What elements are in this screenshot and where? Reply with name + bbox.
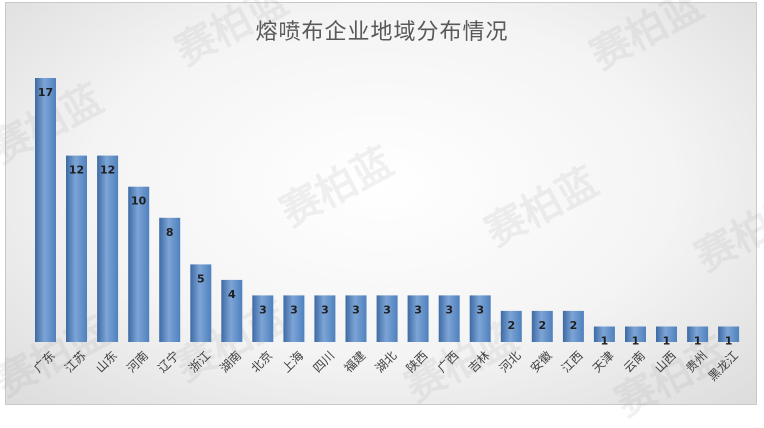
bar-陕西	[407, 295, 429, 342]
bar-四川	[314, 295, 336, 342]
x-tick-label: 安徽	[527, 348, 555, 376]
bar-chart: 17 12 12 10 8 5 4 3 3 3 3 3 3 3 3 2 2 2 1 1 1 1 1 广东 江苏 山东 河南 辽宁 浙江…	[31, 78, 741, 384]
x-tick-label: 湖北	[372, 348, 400, 376]
x-tick-label: 山东	[93, 348, 120, 375]
bar-湖北	[376, 295, 398, 342]
bar-山西	[656, 326, 677, 342]
data-label: 17	[38, 86, 53, 99]
data-label: 3	[476, 303, 484, 316]
x-tick-label: 河北	[497, 348, 524, 375]
x-tick-label: 北京	[248, 348, 275, 375]
x-tick-label: 湖南	[217, 348, 245, 376]
data-label: 1	[725, 335, 733, 348]
x-tick-label: 云南	[620, 348, 648, 376]
bar-湖南	[221, 279, 243, 342]
x-tick-label: 四川	[310, 348, 337, 375]
x-tick-label: 辽宁	[154, 348, 182, 376]
data-label: 5	[197, 272, 205, 285]
data-label: 1	[694, 335, 702, 348]
data-label: 3	[383, 303, 391, 316]
bar-辽宁	[159, 217, 181, 342]
data-label: 12	[100, 164, 115, 177]
data-label: 2	[570, 319, 578, 332]
x-tick-label: 浙江	[186, 348, 213, 375]
bar-贵州	[687, 326, 709, 342]
bar-山东	[97, 155, 119, 342]
bar-广西	[438, 295, 460, 342]
data-label: 8	[166, 226, 174, 239]
data-label: 12	[69, 164, 84, 177]
bar-浙江	[190, 264, 212, 342]
data-label: 10	[131, 195, 147, 208]
x-tick-label: 江苏	[62, 348, 89, 375]
bar-黑龙江	[718, 326, 740, 342]
data-label: 3	[414, 303, 422, 316]
x-tick-label: 上海	[279, 348, 307, 376]
x-tick-label: 山西	[652, 348, 679, 375]
bar-河南	[128, 186, 150, 342]
data-label: 2	[507, 319, 515, 332]
x-tick-label: 河南	[123, 348, 151, 376]
bar-天津	[593, 326, 615, 342]
data-label: 3	[352, 303, 360, 316]
bar-广东	[35, 78, 56, 342]
bar-江西	[562, 310, 584, 342]
bar-江苏	[66, 155, 87, 342]
bar-北京	[252, 295, 274, 342]
bar-上海	[283, 295, 305, 342]
x-tick-label: 贵州	[683, 348, 710, 375]
x-tick-label: 江西	[559, 348, 586, 375]
data-label: 1	[663, 335, 671, 348]
bar-吉林	[469, 295, 491, 342]
bar-福建	[345, 295, 367, 342]
data-label: 4	[228, 288, 236, 301]
x-tick-label: 福建	[341, 348, 369, 376]
x-tick-label: 广西	[435, 348, 462, 375]
x-tick-label: 陕西	[403, 348, 431, 376]
x-tick-label: 吉林	[466, 348, 493, 375]
bar-河北	[500, 310, 522, 342]
data-label: 3	[445, 303, 453, 316]
bar-云南	[625, 326, 646, 342]
data-label: 2	[538, 319, 546, 332]
data-label: 3	[259, 303, 267, 316]
chart-title: 熔喷布企业地域分布情况	[255, 20, 509, 45]
data-label: 3	[290, 303, 298, 316]
data-label: 1	[632, 335, 640, 348]
x-tick-label: 天津	[590, 348, 617, 375]
data-label: 1	[601, 335, 609, 348]
x-tick-label: 黑龙江	[706, 348, 741, 383]
x-tick-label: 广东	[31, 348, 58, 375]
data-label: 3	[321, 303, 329, 316]
bar-安徽	[531, 310, 553, 342]
